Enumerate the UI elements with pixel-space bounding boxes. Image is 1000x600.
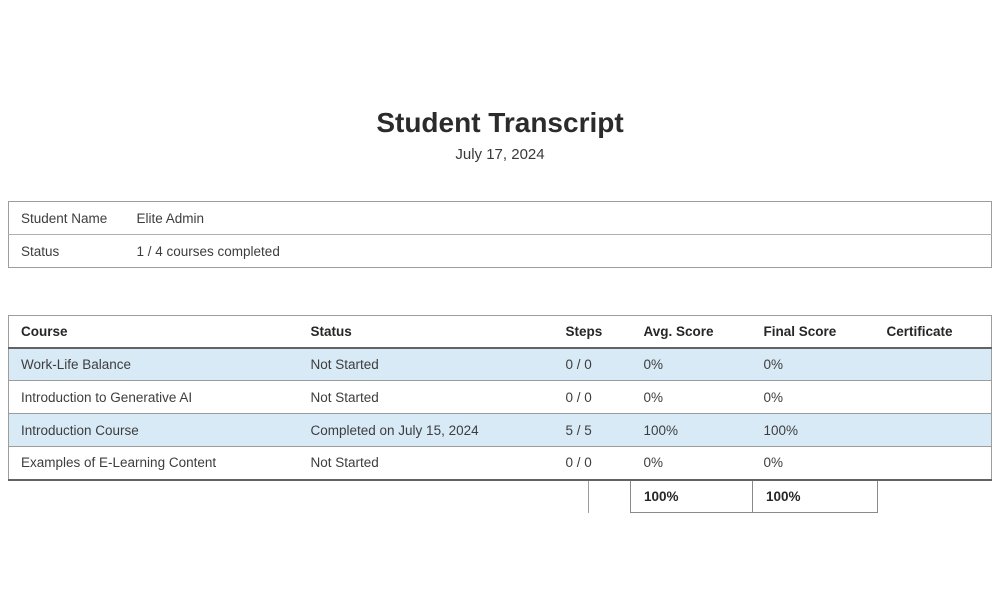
course-avg-score: 100% xyxy=(631,413,752,447)
course-final-score: 0% xyxy=(751,347,875,381)
course-status: Not Started xyxy=(298,446,554,481)
course-final-score: 0% xyxy=(751,380,875,414)
course-row: Examples of E-Learning Content Not Start… xyxy=(8,446,992,481)
course-row: Introduction Course Completed on July 15… xyxy=(8,413,992,447)
page-title: Student Transcript xyxy=(376,107,624,138)
course-name: Work-Life Balance xyxy=(8,347,299,381)
course-avg-score: 0% xyxy=(631,380,752,414)
student-name-row: Student Name Elite Admin xyxy=(8,201,992,235)
column-header-certificate: Certificate xyxy=(874,315,992,349)
course-steps: 0 / 0 xyxy=(553,347,632,381)
course-steps: 5 / 5 xyxy=(553,413,632,447)
course-steps: 0 / 0 xyxy=(553,446,632,481)
final-score-total: 100% xyxy=(752,480,878,513)
course-status: Not Started xyxy=(298,347,554,381)
courses-table: Course Status Steps Avg. Score Final Sco… xyxy=(8,315,992,481)
courses-header-row: Course Status Steps Avg. Score Final Sco… xyxy=(8,315,992,349)
student-name-label: Student Name xyxy=(8,201,125,235)
course-final-score: 100% xyxy=(751,413,875,447)
course-name: Introduction Course xyxy=(8,413,299,447)
course-row: Work-Life Balance Not Started 0 / 0 0% 0… xyxy=(8,347,992,381)
course-name: Introduction to Generative AI xyxy=(8,380,299,414)
column-header-steps: Steps xyxy=(553,315,632,349)
course-certificate xyxy=(874,413,992,447)
page-date: July 17, 2024 xyxy=(455,146,545,163)
student-status-value: 1 / 4 courses completed xyxy=(136,243,280,259)
course-name: Examples of E-Learning Content xyxy=(8,446,299,481)
column-header-status: Status xyxy=(298,315,554,349)
course-steps: 0 / 0 xyxy=(553,380,632,414)
column-header-final-score: Final Score xyxy=(751,315,875,349)
course-avg-score: 0% xyxy=(631,446,752,481)
course-status: Completed on July 15, 2024 xyxy=(298,413,554,447)
score-summary-row: 100% 100% xyxy=(8,480,992,515)
avg-score-total: 100% xyxy=(630,480,753,513)
student-info-table: Student Name Elite Admin Status 1 / 4 co… xyxy=(8,201,992,268)
student-status-label: Status xyxy=(21,243,60,259)
course-certificate xyxy=(874,380,992,414)
student-status-row: Status 1 / 4 courses completed xyxy=(9,235,992,268)
course-row: Introduction to Generative AI Not Starte… xyxy=(8,380,992,414)
course-status: Not Started xyxy=(298,380,554,414)
course-final-score: 0% xyxy=(751,446,875,481)
student-name-value: Elite Admin xyxy=(124,201,992,235)
summary-divider-line xyxy=(588,480,589,513)
column-header-avg-score: Avg. Score xyxy=(631,315,752,349)
course-certificate xyxy=(874,446,992,481)
course-certificate xyxy=(874,347,992,381)
page-header: Student Transcript July 17, 2024 xyxy=(0,0,1000,164)
column-header-course: Course xyxy=(8,315,299,349)
course-avg-score: 0% xyxy=(631,347,752,381)
